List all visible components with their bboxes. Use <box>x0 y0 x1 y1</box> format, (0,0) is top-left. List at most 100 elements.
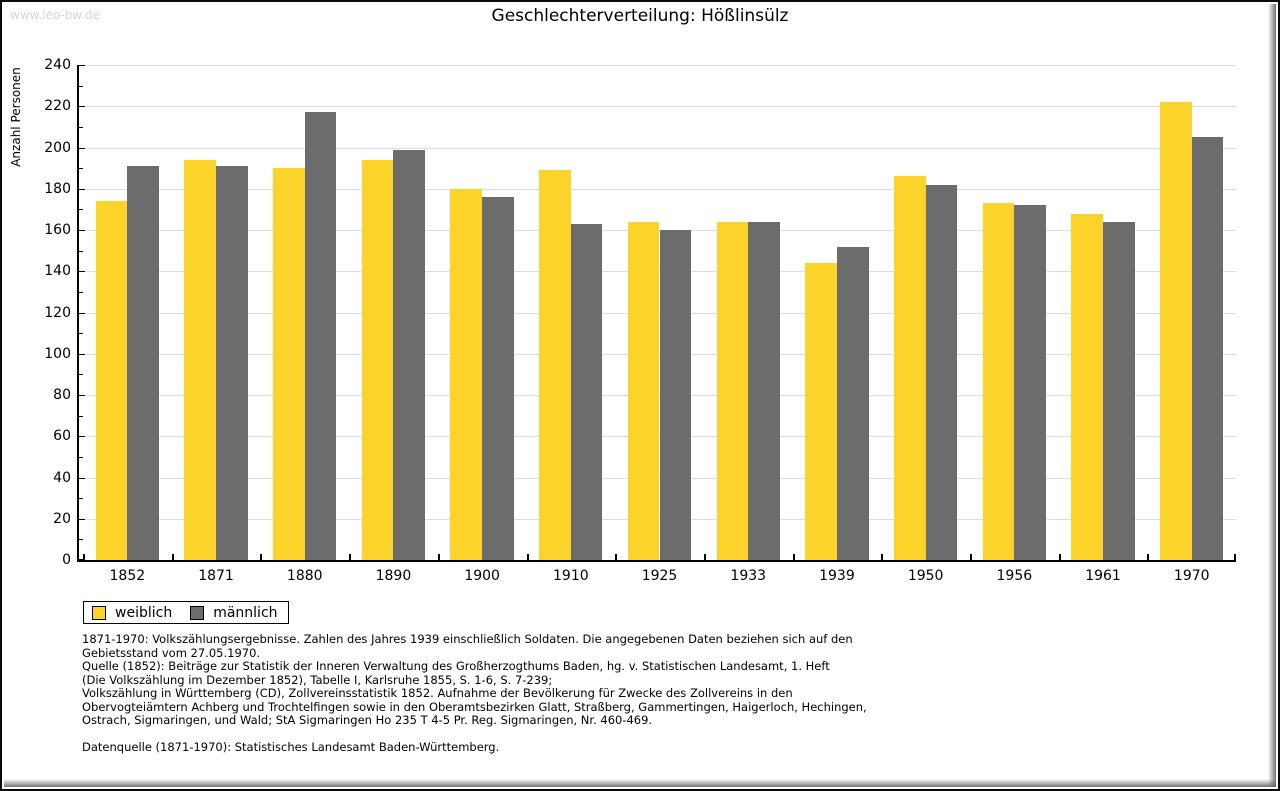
bar-weiblich <box>95 201 128 560</box>
x-boundary-tick <box>83 554 85 560</box>
bar-männlich <box>836 246 869 560</box>
x-axis-label: 1933 <box>730 568 767 584</box>
y-axis-title: Anzahl Personen <box>9 67 23 167</box>
gridline <box>79 147 1236 149</box>
y-minor-tick <box>79 539 83 541</box>
weiblich-swatch-icon <box>92 605 106 620</box>
x-boundary-tick <box>881 554 884 560</box>
x-axis-label: 1890 <box>375 568 412 584</box>
y-minor-tick <box>79 126 83 128</box>
x-boundary-tick <box>970 554 972 560</box>
y-major-tick <box>79 230 85 231</box>
y-major-tick <box>79 106 85 108</box>
y-axis-label: 0 <box>62 552 71 568</box>
y-minor-tick <box>79 415 83 417</box>
bar-männlich <box>393 149 426 560</box>
bar-männlich <box>1191 137 1224 560</box>
plot-area: 1852 1871 1880 1890 1900 1910 1925 1933 1939 1950… <box>44 57 1236 584</box>
chart-title: Geschlechterverteilung: Hößlinsülz <box>491 6 789 26</box>
y-axis-label: 240 <box>44 57 71 73</box>
bar-männlich <box>925 184 958 560</box>
x-boundary-tick <box>1147 554 1150 560</box>
bar-weiblich <box>982 203 1015 560</box>
x-boundary-tick <box>437 554 440 560</box>
gridline <box>79 106 1236 108</box>
x-boundary-tick <box>792 554 795 560</box>
y-minor-tick <box>79 498 83 500</box>
y-minor-tick <box>79 456 83 458</box>
watermark: www.leo-bw.de <box>10 8 100 22</box>
bar-männlich <box>304 112 337 560</box>
y-major-tick <box>79 65 85 66</box>
y-minor-tick <box>79 168 83 170</box>
x-axis-label: 1961 <box>1085 568 1121 584</box>
legend-item-maennlich: männlich <box>190 605 278 621</box>
page-edge-shadow-bottom <box>4 779 1276 787</box>
y-axis-label: 140 <box>44 263 71 280</box>
x-boundary-tick <box>349 554 352 560</box>
y-major-tick <box>79 518 85 520</box>
bar-weiblich <box>539 170 571 560</box>
x-boundary-tick <box>615 554 618 560</box>
bar-männlich <box>1014 205 1046 560</box>
x-boundary-tick <box>171 554 174 560</box>
y-major-tick <box>79 436 85 438</box>
y-minor-tick <box>79 85 83 87</box>
bar-männlich <box>216 166 248 560</box>
bar-weiblich <box>450 188 483 560</box>
y-axis-label: 220 <box>44 98 71 115</box>
bar-weiblich <box>273 168 305 560</box>
bar-weiblich <box>893 176 926 560</box>
bar-männlich <box>570 223 603 560</box>
bar-weiblich <box>716 221 749 560</box>
y-major-tick <box>79 395 85 396</box>
bar-weiblich <box>361 159 394 560</box>
x-boundary-tick <box>260 554 263 560</box>
y-minor-tick <box>79 374 83 376</box>
bar-männlich <box>127 166 159 560</box>
bar-männlich <box>748 221 780 560</box>
bar-weiblich <box>184 159 216 560</box>
y-major-tick <box>79 312 85 314</box>
x-axis-label: 1910 <box>553 568 589 584</box>
bar-männlich <box>482 197 514 560</box>
x-axis-label: 1939 <box>819 568 855 584</box>
bar-weiblich <box>1071 213 1103 560</box>
y-axis-label: 60 <box>53 428 71 445</box>
y-axis-label: 80 <box>53 387 71 403</box>
y-minor-tick <box>79 250 83 252</box>
y-major-tick <box>79 559 85 560</box>
gridline <box>79 65 1236 66</box>
y-axis-label: 40 <box>53 469 71 486</box>
y-major-tick <box>79 271 85 273</box>
y-minor-tick <box>79 291 83 293</box>
bar-weiblich <box>627 221 660 560</box>
x-axis-label: 1871 <box>198 568 234 584</box>
x-boundary-tick <box>526 554 529 560</box>
source-footnotes: 1871-1970: Volkszählungsergebnisse. Zahl… <box>82 632 867 754</box>
y-axis-label: 200 <box>44 139 71 156</box>
bar-weiblich <box>805 263 837 560</box>
bar-männlich <box>1103 221 1135 560</box>
legend-item-weiblich: weiblich <box>92 605 172 621</box>
gridline <box>79 188 1236 190</box>
x-boundary-tick <box>703 554 706 560</box>
legend: weiblich männlich <box>83 601 289 624</box>
y-minor-tick <box>79 209 83 211</box>
y-major-tick <box>79 147 85 149</box>
y-major-tick <box>79 477 85 479</box>
x-boundary-tick <box>1234 554 1236 560</box>
y-axis-label: 180 <box>44 180 71 197</box>
y-major-tick <box>79 188 85 190</box>
x-axis-label: 1950 <box>907 568 944 584</box>
y-axis-label: 100 <box>44 345 71 362</box>
y-axis-label: 120 <box>44 304 71 321</box>
bar-männlich <box>659 230 692 560</box>
legend-label-weiblich: weiblich <box>115 604 173 621</box>
y-minor-tick <box>79 333 83 335</box>
bar-weiblich <box>1160 102 1192 560</box>
x-axis-label: 1925 <box>641 568 678 584</box>
page-edge-shadow-right <box>1268 4 1276 787</box>
y-axis-label: 160 <box>44 222 71 238</box>
